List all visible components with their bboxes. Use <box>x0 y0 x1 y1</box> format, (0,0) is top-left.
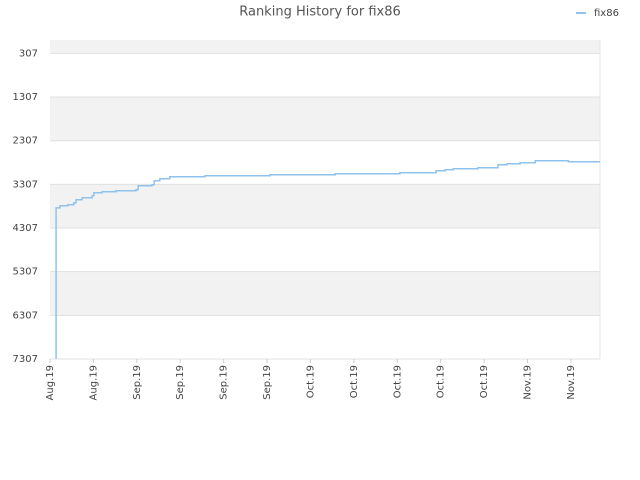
chart-title: Ranking History for fix86 <box>239 5 401 20</box>
x-tick-label: Aug.19 <box>88 365 99 400</box>
x-tick-label: Oct.19 <box>436 365 447 398</box>
x-tick-label: Sep.19 <box>262 365 273 400</box>
y-tick-label: 1307 <box>13 92 38 103</box>
band <box>50 228 600 272</box>
band <box>50 140 600 185</box>
y-tick-label: 2307 <box>13 136 38 147</box>
y-tick-label: 6307 <box>13 310 38 321</box>
series-line <box>55 160 600 359</box>
y-tick-label: 5307 <box>13 267 38 278</box>
x-tick-label: Sep.19 <box>132 365 143 400</box>
y-tick-label: 3307 <box>13 179 38 190</box>
x-tick-label: Sep.19 <box>175 365 186 400</box>
y-tick-label: 4307 <box>13 223 38 234</box>
x-tick-label: Oct.19 <box>349 365 360 398</box>
band <box>50 40 600 54</box>
x-tick-label: Sep.19 <box>219 365 230 400</box>
x-tick-label: Nov.19 <box>523 365 534 400</box>
x-tick-label: Nov.19 <box>566 365 577 400</box>
band <box>50 271 600 316</box>
y-tick-label: 307 <box>19 48 38 59</box>
x-tick-label: Oct.19 <box>305 365 316 398</box>
x-tick-label: Aug.19 <box>45 365 56 400</box>
legend-label: fix86 <box>594 8 619 19</box>
band <box>50 184 600 229</box>
x-tick-label: Oct.19 <box>479 365 490 398</box>
y-tick-label: 7307 <box>13 354 38 365</box>
band <box>50 53 600 98</box>
band <box>50 315 600 359</box>
band <box>50 97 600 141</box>
x-tick-label: Oct.19 <box>392 365 403 398</box>
